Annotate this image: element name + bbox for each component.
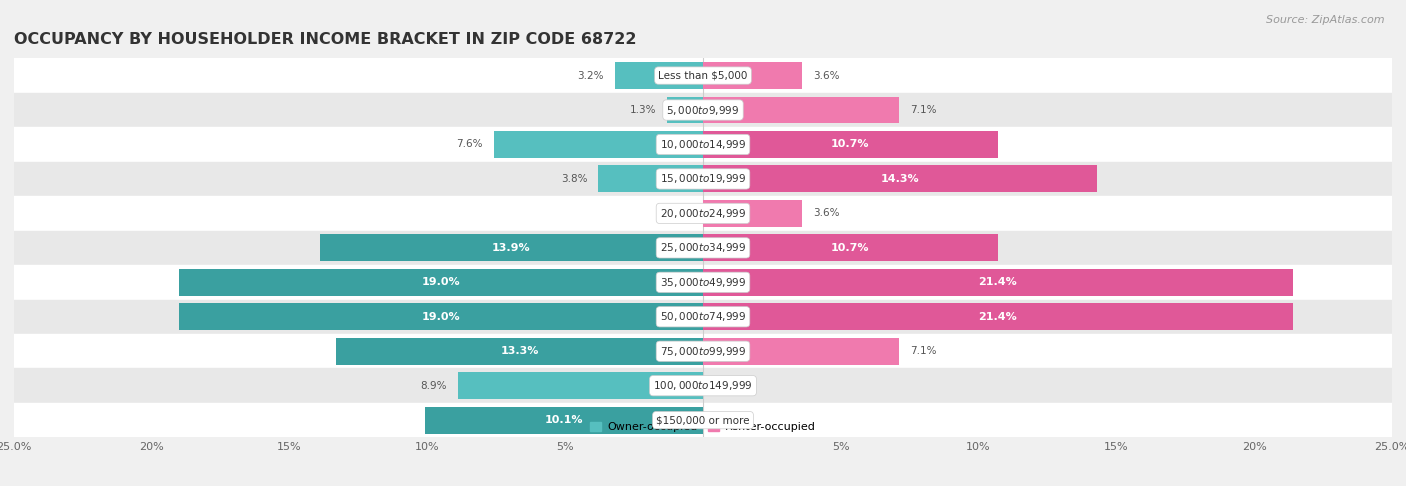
Legend: Owner-occupied, Renter-occupied: Owner-occupied, Renter-occupied xyxy=(591,422,815,432)
Text: 3.2%: 3.2% xyxy=(578,70,603,81)
Bar xyxy=(703,131,998,158)
Bar xyxy=(321,234,703,261)
Text: 21.4%: 21.4% xyxy=(979,278,1018,287)
Text: $50,000 to $74,999: $50,000 to $74,999 xyxy=(659,310,747,323)
Bar xyxy=(599,166,703,192)
Bar xyxy=(703,303,1292,330)
Text: $25,000 to $34,999: $25,000 to $34,999 xyxy=(659,242,747,254)
Text: 0.0%: 0.0% xyxy=(665,208,692,218)
Bar xyxy=(703,200,803,227)
Text: 3.8%: 3.8% xyxy=(561,174,588,184)
Bar xyxy=(703,166,1097,192)
Bar xyxy=(425,407,703,434)
Bar xyxy=(0,368,1406,403)
Text: 13.3%: 13.3% xyxy=(501,346,538,356)
Text: Source: ZipAtlas.com: Source: ZipAtlas.com xyxy=(1267,15,1385,25)
Bar xyxy=(668,97,703,123)
Text: 3.6%: 3.6% xyxy=(813,70,839,81)
Text: $20,000 to $24,999: $20,000 to $24,999 xyxy=(659,207,747,220)
Bar xyxy=(0,162,1406,196)
Text: 0.0%: 0.0% xyxy=(714,381,741,391)
Bar xyxy=(180,303,703,330)
Text: 19.0%: 19.0% xyxy=(422,278,461,287)
Bar xyxy=(703,234,998,261)
Bar xyxy=(0,334,1406,368)
Bar xyxy=(0,196,1406,231)
Text: 10.1%: 10.1% xyxy=(544,415,583,425)
Bar xyxy=(703,97,898,123)
Text: $10,000 to $14,999: $10,000 to $14,999 xyxy=(659,138,747,151)
Text: 7.1%: 7.1% xyxy=(910,346,936,356)
Bar xyxy=(180,269,703,296)
Text: 3.6%: 3.6% xyxy=(813,208,839,218)
Bar xyxy=(0,403,1406,437)
Text: 13.9%: 13.9% xyxy=(492,243,531,253)
Bar xyxy=(614,62,703,89)
Bar xyxy=(0,231,1406,265)
Text: OCCUPANCY BY HOUSEHOLDER INCOME BRACKET IN ZIP CODE 68722: OCCUPANCY BY HOUSEHOLDER INCOME BRACKET … xyxy=(14,33,637,48)
Bar xyxy=(0,93,1406,127)
Text: Less than $5,000: Less than $5,000 xyxy=(658,70,748,81)
Bar xyxy=(703,338,898,364)
Bar xyxy=(703,62,803,89)
Text: $150,000 or more: $150,000 or more xyxy=(657,415,749,425)
Text: 10.7%: 10.7% xyxy=(831,243,870,253)
Text: 7.1%: 7.1% xyxy=(910,105,936,115)
Text: 1.3%: 1.3% xyxy=(630,105,657,115)
Text: 10.7%: 10.7% xyxy=(831,139,870,150)
Bar xyxy=(458,372,703,399)
Bar xyxy=(336,338,703,364)
Bar xyxy=(0,58,1406,93)
Text: 19.0%: 19.0% xyxy=(422,312,461,322)
Bar xyxy=(0,127,1406,162)
Bar xyxy=(703,269,1292,296)
Bar xyxy=(0,299,1406,334)
Text: $100,000 to $149,999: $100,000 to $149,999 xyxy=(654,379,752,392)
Text: $75,000 to $99,999: $75,000 to $99,999 xyxy=(659,345,747,358)
Bar xyxy=(0,265,1406,299)
Bar xyxy=(494,131,703,158)
Text: 21.4%: 21.4% xyxy=(979,312,1018,322)
Text: 7.6%: 7.6% xyxy=(456,139,482,150)
Text: $35,000 to $49,999: $35,000 to $49,999 xyxy=(659,276,747,289)
Text: 8.9%: 8.9% xyxy=(420,381,447,391)
Text: $15,000 to $19,999: $15,000 to $19,999 xyxy=(659,173,747,186)
Text: 0.0%: 0.0% xyxy=(714,415,741,425)
Text: 14.3%: 14.3% xyxy=(880,174,920,184)
Text: $5,000 to $9,999: $5,000 to $9,999 xyxy=(666,104,740,117)
